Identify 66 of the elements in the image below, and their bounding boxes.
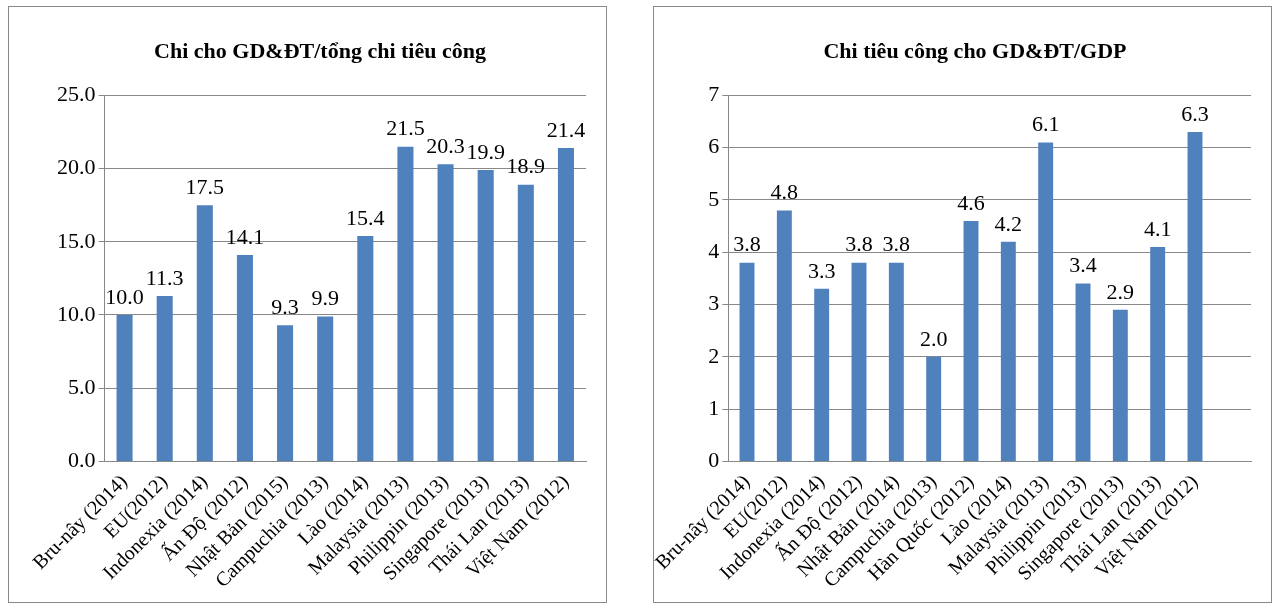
bar [814,288,830,461]
bar [317,316,334,461]
bar [1000,241,1016,461]
bar [277,325,294,461]
data-label: 9.3 [271,294,299,320]
data-label: 2.0 [919,325,948,351]
y-tick-label: 20.0 [57,154,96,180]
data-label: 6.3 [1181,100,1209,126]
data-label: 10.0 [105,283,144,309]
y-tick-label: 1 [708,394,720,420]
bar [963,220,979,461]
y-tick-label: 15.0 [57,227,96,253]
data-label: 3.8 [845,231,873,257]
data-label: 4.1 [1143,215,1172,241]
data-label: 4.2 [994,210,1023,236]
data-label: 3.4 [1069,252,1097,278]
data-label: 11.3 [145,264,184,290]
bar [888,262,904,461]
bar [926,356,942,461]
y-tick-label: 0 [708,447,720,473]
chart-title: Chi cho GD&ĐT/tổng chi tiêu công [154,37,486,63]
y-tick-label: 3 [708,290,720,316]
bar [397,146,414,461]
data-label: 14.1 [225,223,265,249]
y-tick-label: 0.0 [68,447,96,473]
bar [557,148,574,461]
bar [739,262,755,461]
bar [1150,247,1166,461]
bar [1075,283,1091,461]
y-tick-label: 6 [708,133,720,159]
data-label: 18.9 [506,153,546,179]
data-label: 9.9 [311,285,339,311]
bar [156,295,173,461]
data-label: 17.5 [185,173,225,199]
bar [437,164,454,461]
y-tick-label: 25.0 [57,81,96,107]
bar [236,254,253,461]
data-label: 3.8 [733,231,761,257]
data-label: 19.9 [466,138,505,164]
data-label: 21.5 [386,115,425,141]
data-label: 2.9 [1106,278,1135,304]
bar [851,262,867,461]
y-tick-label: 2 [708,342,720,368]
bar [477,170,494,461]
y-tick-label: 4 [708,238,720,264]
y-tick-label: 5 [708,185,720,211]
data-label: 4.8 [770,179,799,205]
data-label: 4.6 [957,189,985,215]
data-label: 3.8 [882,231,911,257]
bar [357,235,374,461]
data-label: 3.3 [807,257,836,283]
bar [1038,142,1054,461]
bar [116,314,133,461]
y-tick-label: 7 [708,81,720,107]
bar [1112,309,1128,461]
chart-title: Chi tiêu công cho GD&ĐT/GDP [823,37,1127,63]
y-tick-label: 10.0 [57,300,96,326]
data-label: 6.1 [1031,111,1060,137]
bar [517,184,534,461]
y-tick-label: 5.0 [68,373,96,399]
data-label: 15.4 [346,204,385,230]
bar [196,205,213,461]
data-label: 20.3 [426,132,465,158]
bar [1187,132,1203,461]
bar [776,210,792,461]
data-label: 21.4 [546,116,586,142]
